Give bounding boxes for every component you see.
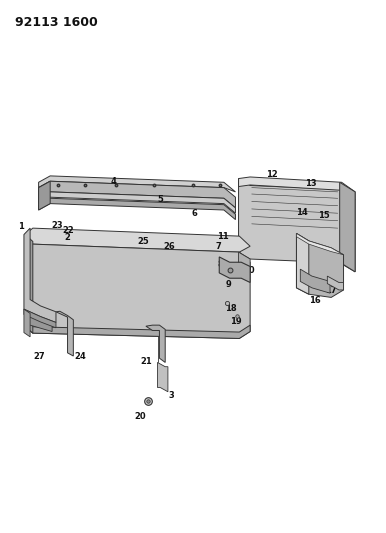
Text: 1: 1 — [18, 222, 24, 231]
Polygon shape — [239, 179, 355, 272]
Polygon shape — [39, 176, 235, 192]
Polygon shape — [296, 233, 309, 294]
Text: 10: 10 — [243, 266, 255, 275]
Text: 3: 3 — [169, 391, 174, 400]
Text: 27: 27 — [34, 352, 45, 360]
Text: 20: 20 — [134, 413, 146, 421]
Polygon shape — [219, 257, 250, 282]
Polygon shape — [327, 276, 344, 290]
Polygon shape — [39, 181, 50, 210]
Text: 6: 6 — [192, 209, 198, 217]
Polygon shape — [157, 362, 168, 392]
Text: 9: 9 — [226, 280, 231, 289]
Polygon shape — [239, 177, 355, 200]
Polygon shape — [25, 320, 250, 338]
Text: 26: 26 — [163, 243, 175, 251]
Text: 92113 1600: 92113 1600 — [15, 16, 98, 29]
Text: 22: 22 — [63, 227, 74, 235]
Text: 23: 23 — [51, 221, 63, 230]
Polygon shape — [24, 309, 30, 337]
Text: 14: 14 — [296, 208, 308, 217]
Text: 24: 24 — [74, 352, 86, 360]
Polygon shape — [296, 233, 344, 255]
Polygon shape — [24, 228, 56, 322]
Polygon shape — [25, 228, 250, 252]
Text: 4: 4 — [111, 177, 117, 185]
Polygon shape — [24, 309, 56, 328]
Polygon shape — [25, 244, 250, 338]
Text: 21: 21 — [140, 357, 152, 366]
Text: 5: 5 — [157, 196, 163, 204]
Text: 17: 17 — [325, 286, 337, 295]
Polygon shape — [39, 181, 235, 208]
Polygon shape — [300, 269, 330, 293]
Text: 13: 13 — [305, 179, 317, 188]
Polygon shape — [146, 325, 165, 362]
Text: 7: 7 — [215, 243, 221, 251]
Text: 8: 8 — [217, 261, 223, 269]
Text: 25: 25 — [138, 237, 149, 246]
Text: 16: 16 — [309, 296, 320, 305]
Text: 11: 11 — [217, 232, 229, 241]
Polygon shape — [239, 252, 250, 272]
Polygon shape — [39, 198, 235, 220]
Text: 2: 2 — [64, 233, 71, 241]
Text: 12: 12 — [266, 171, 278, 179]
Polygon shape — [26, 309, 52, 332]
Polygon shape — [296, 233, 344, 297]
Text: 15: 15 — [318, 212, 329, 220]
Polygon shape — [39, 192, 235, 213]
Polygon shape — [340, 182, 355, 272]
Polygon shape — [25, 235, 33, 333]
Polygon shape — [56, 311, 73, 356]
Text: 19: 19 — [230, 318, 242, 326]
Text: 18: 18 — [225, 304, 237, 312]
